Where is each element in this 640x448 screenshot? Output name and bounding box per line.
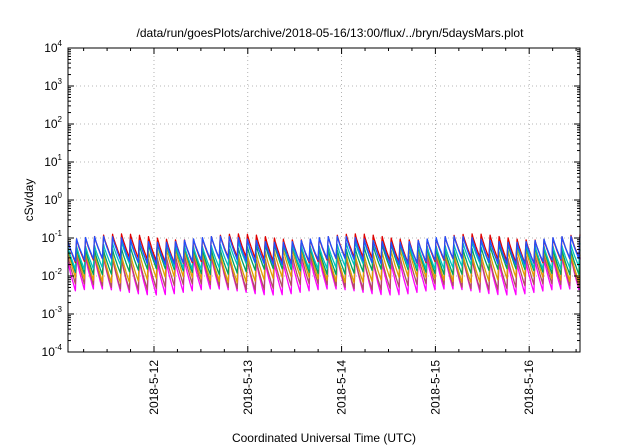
x-tick-label: 2018-5-14: [335, 360, 349, 415]
grid: [68, 48, 580, 352]
y-tick-label: 10-2: [42, 267, 63, 283]
series-line: [67, 256, 581, 296]
x-tick-label: 2018-5-12: [147, 360, 161, 415]
x-axis: 2018-5-12 2018-5-13 2018-5-14 2018-5-15 2018…: [83, 48, 577, 415]
x-tick-label: 2018-5-15: [428, 360, 442, 415]
series-line: [67, 243, 581, 276]
data-series: [67, 233, 581, 296]
y-tick-label: 103: [44, 77, 62, 93]
y-axis-label: cSv/day: [22, 179, 36, 222]
series-line: [67, 235, 581, 266]
y-tick-label: 100: [44, 191, 62, 207]
x-tick-label: 2018-5-13: [241, 360, 255, 415]
y-tick-label: 101: [44, 153, 62, 169]
y-tick-label: 10-1: [42, 229, 63, 245]
y-tick-label: 10-3: [42, 305, 63, 321]
chart-title: /data/run/goesPlots/archive/2018-05-16/1…: [137, 26, 525, 40]
y-tick-label: 10-4: [42, 343, 63, 359]
y-tick-label: 102: [44, 115, 62, 131]
x-axis-label: Coordinated Universal Time (UTC): [232, 431, 416, 445]
y-axis: 104 103 102 101 100 10-1 10-2 10-3 10-4: [42, 39, 580, 359]
x-tick-label: 2018-5-16: [522, 360, 536, 415]
y-tick-label: 104: [44, 39, 62, 55]
series-line: [67, 248, 581, 284]
series-line: [67, 253, 581, 291]
